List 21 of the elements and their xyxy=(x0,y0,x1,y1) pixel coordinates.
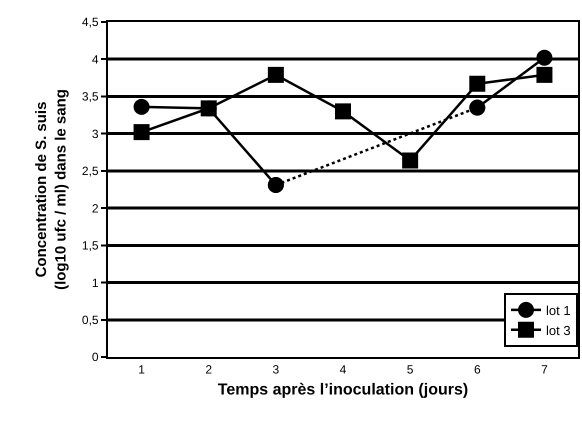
y-tick-label: 3,5 xyxy=(82,90,99,104)
y-tick-label: 2,5 xyxy=(82,164,99,178)
x-axis-title: Temps après l’inoculation (jours) xyxy=(218,382,468,399)
legend-label: lot 1 xyxy=(546,302,571,318)
y-tick-label: 0 xyxy=(92,350,99,364)
legend-label: lot 3 xyxy=(546,322,571,338)
y-tick-label: 1 xyxy=(92,276,99,290)
y-tick-label: 1,5 xyxy=(82,238,99,253)
y-tick-label: 4 xyxy=(92,52,99,66)
y-tick-label: 3 xyxy=(92,126,99,141)
y-tick-label: 0,5 xyxy=(82,312,99,327)
x-tick-label: 7 xyxy=(541,362,548,376)
x-tick-label: 1 xyxy=(138,362,146,376)
y-tick-label: 4,5 xyxy=(82,15,99,30)
x-tick-label: 4 xyxy=(340,362,347,376)
x-tick-label: 6 xyxy=(474,362,481,376)
y-axis-title: Concentration de S. suis (log10 ufc / ml) dans le sang xyxy=(33,89,70,290)
x-tick-label: 3 xyxy=(272,362,280,376)
y-tick-label: 2 xyxy=(92,201,99,216)
x-tick-label: 5 xyxy=(406,362,414,376)
x-tick-label: 2 xyxy=(205,362,212,376)
